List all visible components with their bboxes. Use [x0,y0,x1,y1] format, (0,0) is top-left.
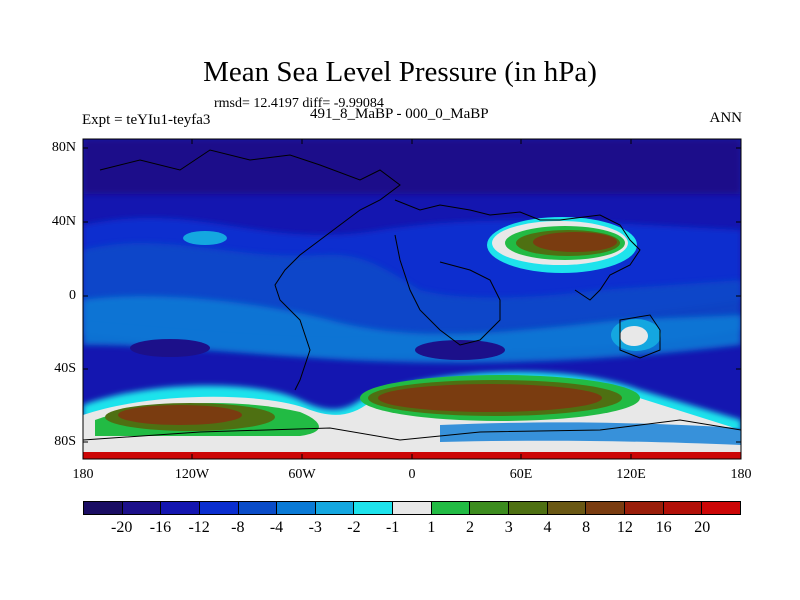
colorbar-swatch [354,502,394,514]
colorbar-label: 4 [543,519,552,536]
colorbar-swatch [431,502,471,514]
southern-band [83,296,741,363]
period-label: 491_8_MaBP - 000_0_MaBP [310,106,489,122]
colorbar-label: -8 [231,519,245,536]
colorbar-label: -4 [269,519,284,536]
coastlines [83,149,741,441]
colorbar-label: 20 [694,519,711,536]
arctic-low [83,139,741,194]
colorbar-swatch [624,502,664,514]
south-pacific-core [118,405,242,425]
colorbar-label: -20 [111,519,133,536]
y-tick-label: 0 [69,288,76,303]
south-indian-core [378,384,602,412]
colorbar-label: -12 [188,519,210,536]
y-tick-label: 40S [54,361,76,376]
colorbar-swatch [122,502,162,514]
south-pacific-low [130,339,210,357]
x-tick-label: 180 [730,467,752,482]
pressure-field [83,139,741,459]
x-tick-label: 60W [288,467,316,482]
colorbar-label: -1 [385,519,400,536]
colorbar [83,501,741,515]
colorbar-label: 12 [616,519,633,536]
colorbar-swatch [663,502,703,514]
colorbar-swatch [199,502,239,514]
y-tick-label: 40N [51,214,76,229]
asia-high-core [533,232,617,252]
colorbar-swatch [470,502,510,514]
x-tick-label: 180 [72,467,94,482]
australia-neutral [620,326,648,346]
colorbar-swatch [393,502,432,514]
axis-ticks [83,139,741,459]
x-tick-label: 120E [616,467,646,482]
experiment-label: Expt = teYIu1-teyfa3 [82,112,211,128]
colorbar-swatch [161,502,200,514]
colorbar-label: 8 [582,519,591,536]
colorbar-swatch [509,502,548,514]
colorbar-swatch [586,502,625,514]
x-tick-label: 120W [174,467,210,482]
colorbar-swatch [277,502,316,514]
pacific-cyan-patch [183,231,227,245]
stats-text: rmsd= 12.4197 diff= -9.99084 [214,96,384,111]
x-tick-label: 0 [408,467,416,482]
season-label: ANN [709,110,743,126]
colorbar-label: -2 [347,519,361,536]
colorbar-label: -16 [149,519,172,536]
colorbar-label: 16 [655,519,672,536]
colorbar-label: 1 [427,519,436,536]
y-tick-label: 80S [54,434,76,449]
colorbar-label: -3 [308,519,322,536]
colorbar-label: 2 [466,519,475,536]
colorbar-swatch [702,502,740,514]
x-tick-label: 60E [509,467,533,482]
plot-title: Mean Sea Level Pressure (in hPa) [203,56,597,88]
antarctic-low-patch [440,422,741,445]
colorbar-swatch [84,502,123,514]
colorbar-swatch [547,502,587,514]
south-atlantic-low [415,340,505,360]
y-tick-label: 80N [51,140,76,155]
colorbar-swatch [315,502,355,514]
colorbar-swatch [238,502,278,514]
colorbar-label: 3 [504,519,513,536]
